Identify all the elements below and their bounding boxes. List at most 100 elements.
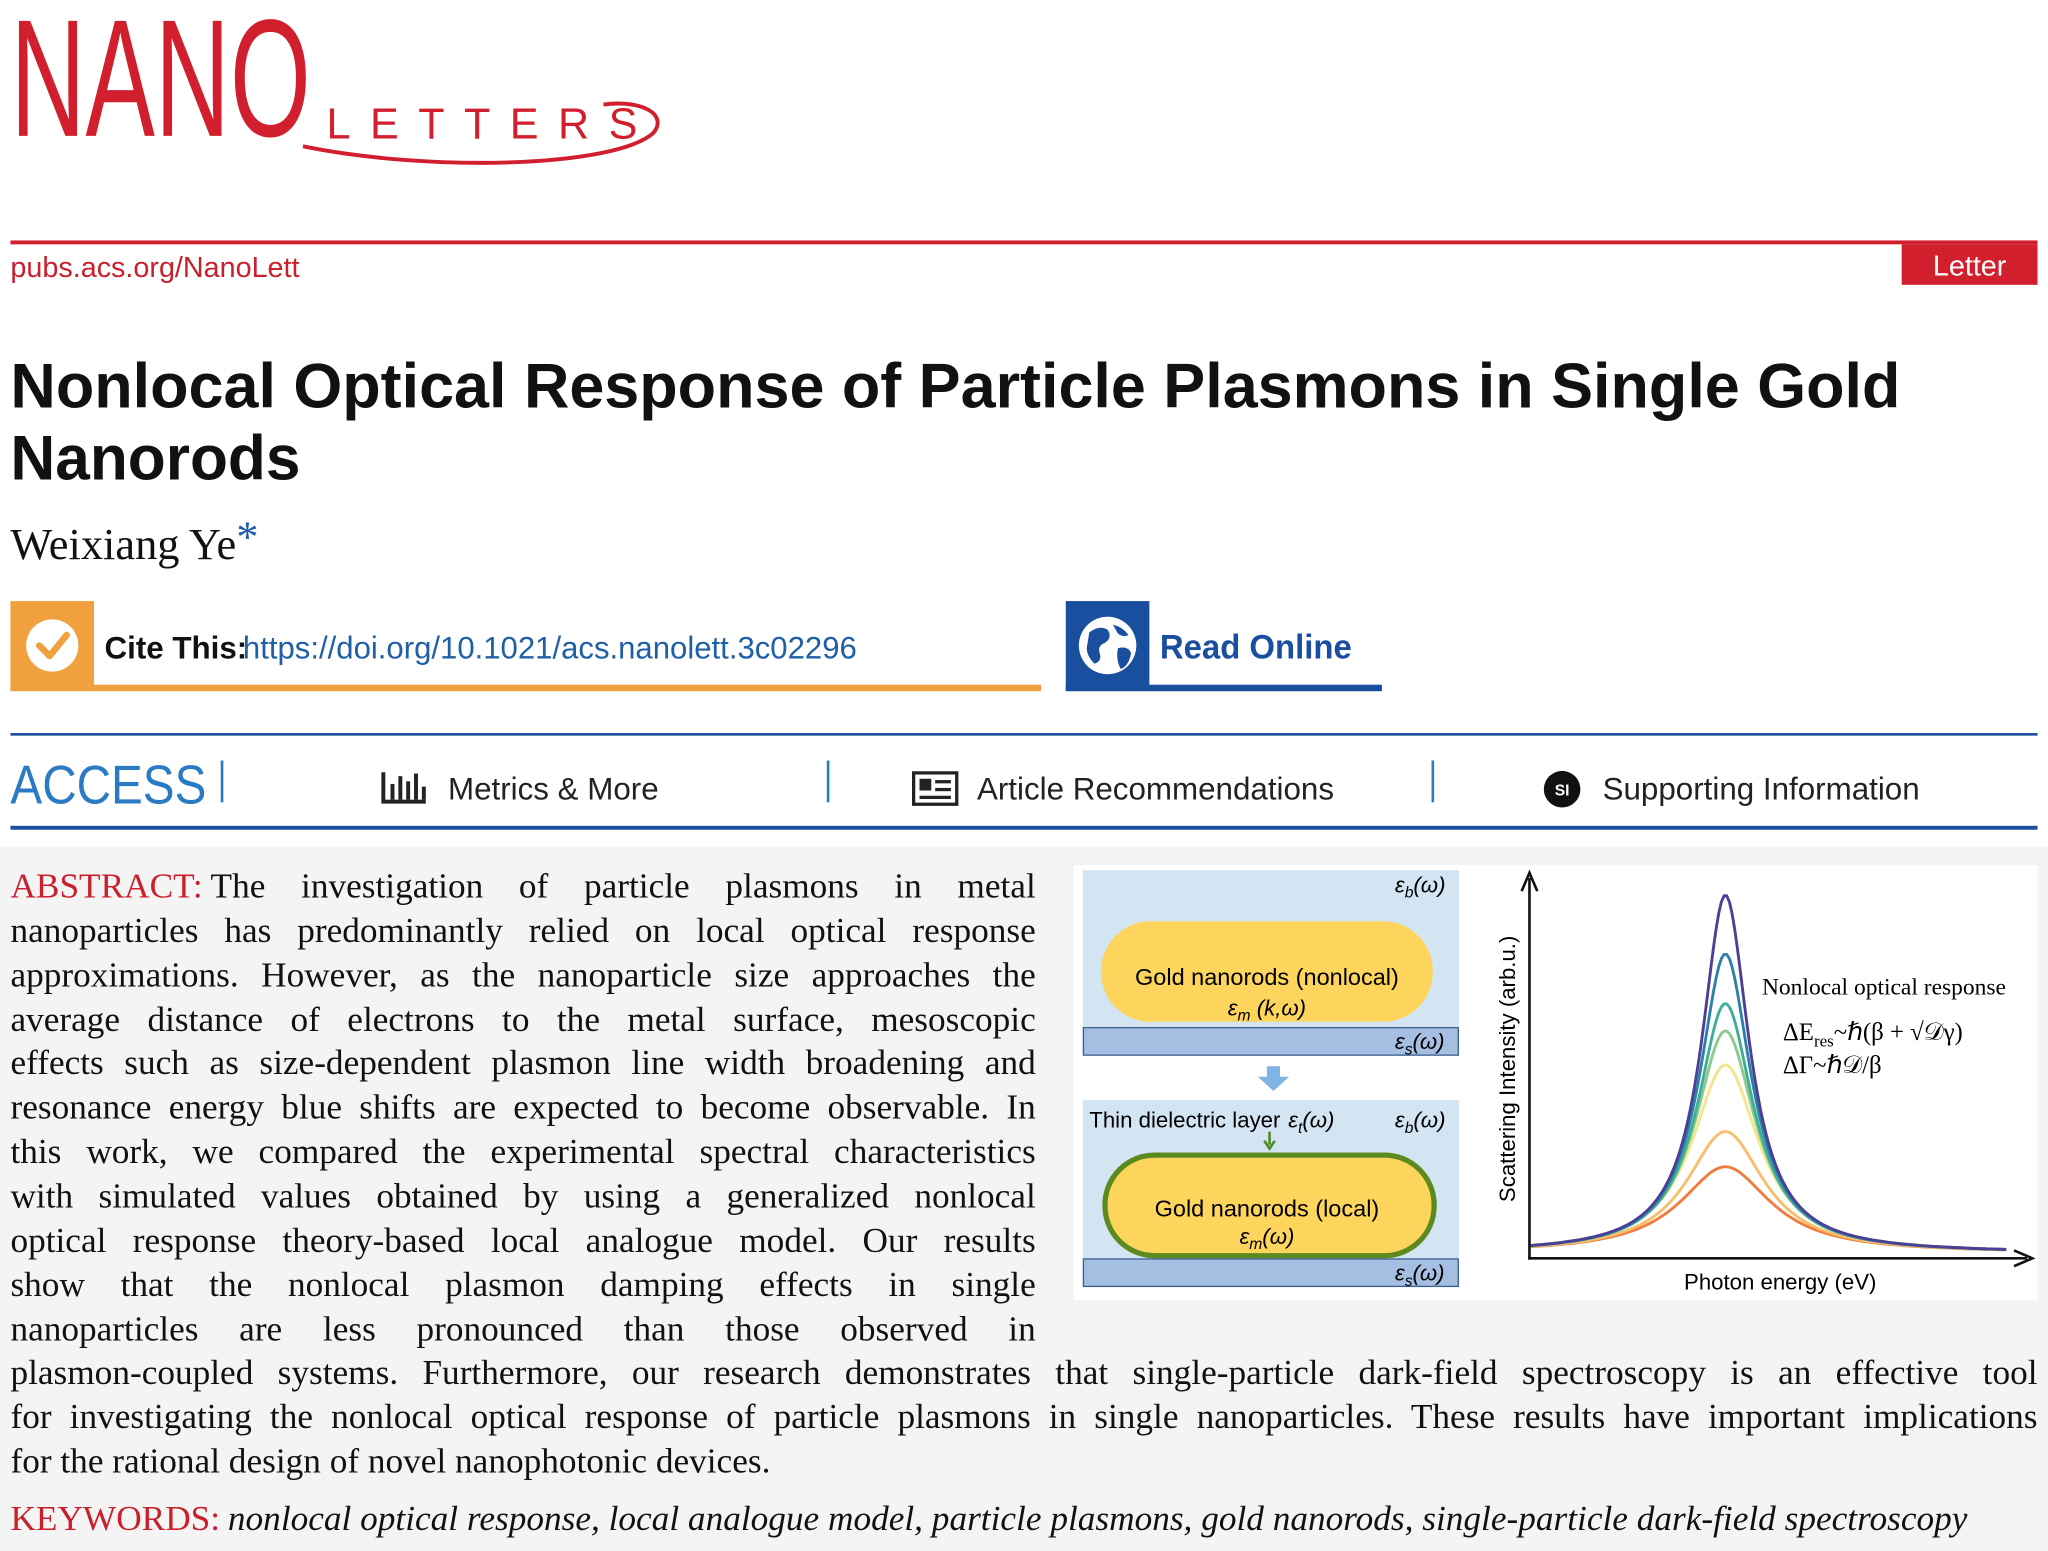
background-permittivity: εb(ω) [1395,872,1446,901]
text-part: t [1298,1120,1303,1137]
text-part: Thin dielectric layer [1089,1108,1281,1133]
text-part: (ω) [1262,1224,1294,1249]
journal-url[interactable]: pubs.acs.org/NanoLett [10,252,299,284]
text-part: (ω) [1413,872,1445,897]
access-label: ACCESS [10,754,206,816]
article-type-badge [1901,244,2038,285]
abstract-line: resonance energy blue shifts are expecte… [10,1087,1036,1127]
annotation-title: Nonlocal optical response [1762,974,2006,1000]
keywords-label: KEYWORDS: [10,1498,221,1538]
nonlocal-nanorod [1101,921,1433,1022]
keywords: KEYWORDS: nonlocal optical response, loca… [10,1496,1967,1540]
access-tab[interactable]: Article Recommendations [977,772,1334,807]
author: Weixiang Ye* [10,511,258,569]
globe-continents [1086,624,1132,670]
abstract-line: nanoparticles are less pronounced than t… [10,1308,1036,1348]
title-line: Nanorods [10,424,300,494]
si-badge [1543,770,1581,808]
read-online-underline [1065,684,1382,692]
substrate [1082,1027,1459,1056]
text-part: res [1814,1032,1834,1051]
access-tab[interactable]: Metrics & More [448,772,659,807]
text-part: b [1405,885,1414,902]
x-axis [1528,1249,2036,1268]
abstract-figure: εb(ω) Gold nanorods (nonlocal) εm (k,ω) … [1073,865,2038,1301]
text-part: s [1405,1273,1413,1290]
text-part: (ω) [1302,1108,1334,1133]
access-bottom-rule [10,825,2038,830]
x-axis-label: Photon energy (eV) [1684,1270,1876,1295]
author-name: Weixiang Ye [10,519,236,569]
abstract-line: for investigating the nonlocal optical r… [10,1397,2038,1437]
spectrum-curve [1530,894,2007,1251]
doi-link[interactable]: https://doi.org/10.1021/acs.nanolett.3c0… [243,631,857,666]
abstract-line: show that the nonlocal plasmon damping e… [10,1264,1036,1304]
abstract-line: optical response theory-based local anal… [10,1220,1036,1260]
background-permittivity: εb(ω) [1395,1108,1446,1137]
cite-label: Cite This: [104,631,247,666]
text-part: m [1238,1007,1251,1024]
access-divider [1431,760,1435,803]
local-rod-label: Gold nanorods (local) [1155,1195,1380,1221]
local-nanorod [1102,1152,1437,1259]
text-part: b [1405,1120,1414,1137]
journal-subtitle: LETTERS [327,100,638,148]
text-part: ε [1228,995,1239,1020]
text-part: ε [1240,1224,1251,1249]
title-line: Nonlocal Optical Response of Particle Pl… [10,352,1900,422]
article-icon [911,771,959,806]
abstract-line: effects such as size-dependent plasmon l… [10,1043,1036,1083]
access-top-rule [10,733,2038,736]
nonlocal-rod-permittivity: εm (k,ω) [1228,995,1306,1024]
text-part: m [1249,1236,1262,1253]
formula: ΔΓ~ℏ𝒟/β [1783,1052,1882,1079]
abstract-line: approximations. However, as the nanopart… [10,954,1036,994]
layer-label: Thin dielectric layer εt(ω) [1089,1108,1334,1137]
transform-arrow [1257,1066,1290,1092]
cite-underline [10,684,1041,692]
keywords-text: nonlocal optical response, local analogu… [227,1498,1968,1538]
formula: ΔEres~ℏ(β + √𝒟γ) [1783,1019,1963,1051]
metrics-icon [381,772,426,804]
si-badge-label: SI [1555,783,1570,800]
text-part: ε [1288,1108,1299,1133]
access-tab[interactable]: Supporting Information [1603,772,1920,807]
text-part: s [1405,1041,1413,1058]
header-rule [10,240,2038,245]
substrate-permittivity: εs(ω) [1395,1261,1445,1290]
read-online-link[interactable]: Read Online [1160,629,1352,667]
text-part: ~ℏ(β + √𝒟γ) [1834,1019,1963,1046]
abstract-line: plasmon-coupled systems. Furthermore, ou… [10,1352,2038,1393]
abstract-line: with simulated values obtained by using … [10,1175,1036,1216]
abstract-label: ABSTRACT: [10,866,203,906]
text-part: (ω) [1413,1261,1445,1286]
author-mark: * [236,511,258,561]
text-part: ε [1395,872,1406,897]
abstract-line: nanoparticles has predominantly relied o… [10,910,1036,950]
layer-arrow [1263,1131,1276,1151]
nonlocal-rod-label: Gold nanorods (nonlocal) [1135,964,1399,990]
substrate-permittivity: εs(ω) [1395,1029,1445,1058]
spectrum-curves [1530,894,2007,1252]
y-axis-label: Scattering Intensity (arb.u.) [1495,936,1520,1202]
journal-name: NANO [10,0,310,172]
abstract-line: for the rational design of novel nanopho… [10,1441,771,1481]
cite-icon [26,619,79,672]
text-part: ΔE [1783,1019,1814,1046]
logo-swoosh [302,101,660,165]
cite-check [35,631,70,660]
text-part: ε [1395,1261,1406,1286]
text-part: (ω) [1413,1108,1445,1133]
access-divider [826,760,830,803]
local-rod-permittivity: εm(ω) [1240,1224,1295,1253]
abstract-line: average distance of electrons to the met… [10,999,1036,1039]
abstract-line: ABSTRACT: The investigation of particle p… [10,864,1035,908]
text-part: ε [1395,1029,1406,1054]
abstract-line: this work, we compared the experimental … [10,1131,1036,1171]
substrate [1082,1258,1459,1288]
access-divider [220,760,224,803]
text-part: ε [1395,1108,1406,1133]
text-part: (ω) [1413,1029,1445,1054]
